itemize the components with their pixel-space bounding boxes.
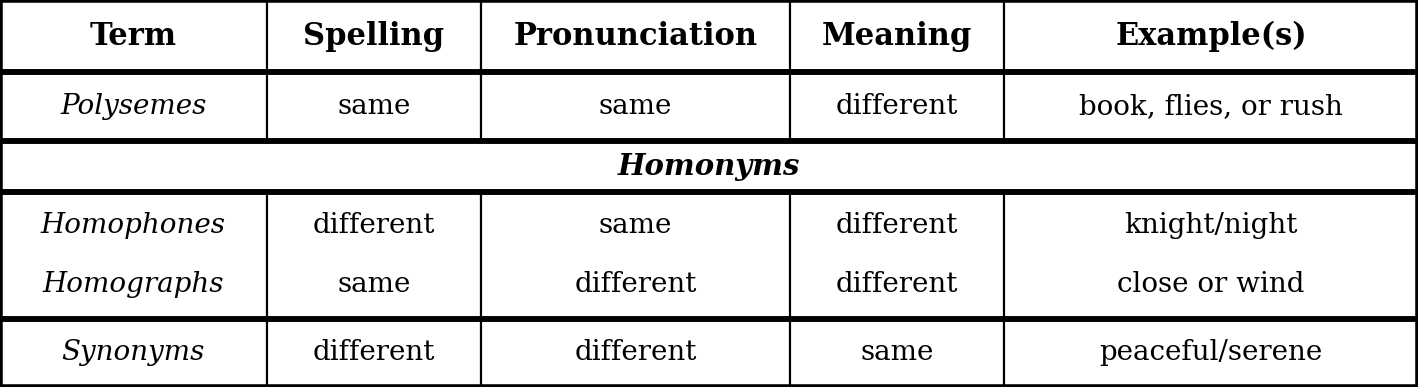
Text: different: different bbox=[837, 93, 959, 120]
Text: Homophones: Homophones bbox=[41, 212, 225, 239]
Bar bbox=[0, 141, 1418, 192]
Text: knight/night: knight/night bbox=[1124, 212, 1297, 239]
Bar bbox=[790, 319, 1004, 387]
Bar bbox=[1004, 0, 1418, 72]
Text: close or wind: close or wind bbox=[1117, 271, 1305, 298]
Bar bbox=[481, 72, 790, 141]
Bar bbox=[481, 319, 790, 387]
Bar bbox=[790, 0, 1004, 72]
Bar bbox=[267, 0, 481, 72]
Text: Spelling: Spelling bbox=[303, 21, 444, 51]
Text: book, flies, or rush: book, flies, or rush bbox=[1079, 93, 1343, 120]
Bar bbox=[481, 192, 790, 319]
Bar bbox=[1004, 192, 1418, 319]
Bar bbox=[790, 192, 1004, 319]
Bar bbox=[1004, 319, 1418, 387]
Bar bbox=[267, 192, 481, 319]
Text: same: same bbox=[861, 339, 934, 366]
Text: Term: Term bbox=[89, 21, 177, 51]
Bar bbox=[790, 72, 1004, 141]
Bar bbox=[481, 0, 790, 72]
Bar bbox=[0, 72, 267, 141]
Bar bbox=[1004, 72, 1418, 141]
Text: different: different bbox=[574, 271, 696, 298]
Bar bbox=[0, 319, 267, 387]
Text: different: different bbox=[313, 339, 435, 366]
Text: Pronunciation: Pronunciation bbox=[513, 21, 757, 51]
Text: Polysemes: Polysemes bbox=[60, 93, 207, 120]
Bar bbox=[267, 72, 481, 141]
Bar bbox=[267, 319, 481, 387]
Text: Example(s): Example(s) bbox=[1116, 21, 1307, 52]
Text: peaceful/serene: peaceful/serene bbox=[1099, 339, 1323, 366]
Text: same: same bbox=[598, 212, 672, 239]
Text: Homonyms: Homonyms bbox=[618, 152, 800, 181]
Text: different: different bbox=[574, 339, 696, 366]
Text: same: same bbox=[337, 271, 411, 298]
Text: different: different bbox=[313, 212, 435, 239]
Text: different: different bbox=[837, 212, 959, 239]
Text: Synonyms: Synonyms bbox=[61, 339, 206, 366]
Bar bbox=[0, 192, 267, 319]
Text: Meaning: Meaning bbox=[822, 21, 973, 51]
Text: same: same bbox=[598, 93, 672, 120]
Text: different: different bbox=[837, 271, 959, 298]
Text: Homographs: Homographs bbox=[43, 271, 224, 298]
Text: same: same bbox=[337, 93, 411, 120]
Bar bbox=[0, 0, 267, 72]
